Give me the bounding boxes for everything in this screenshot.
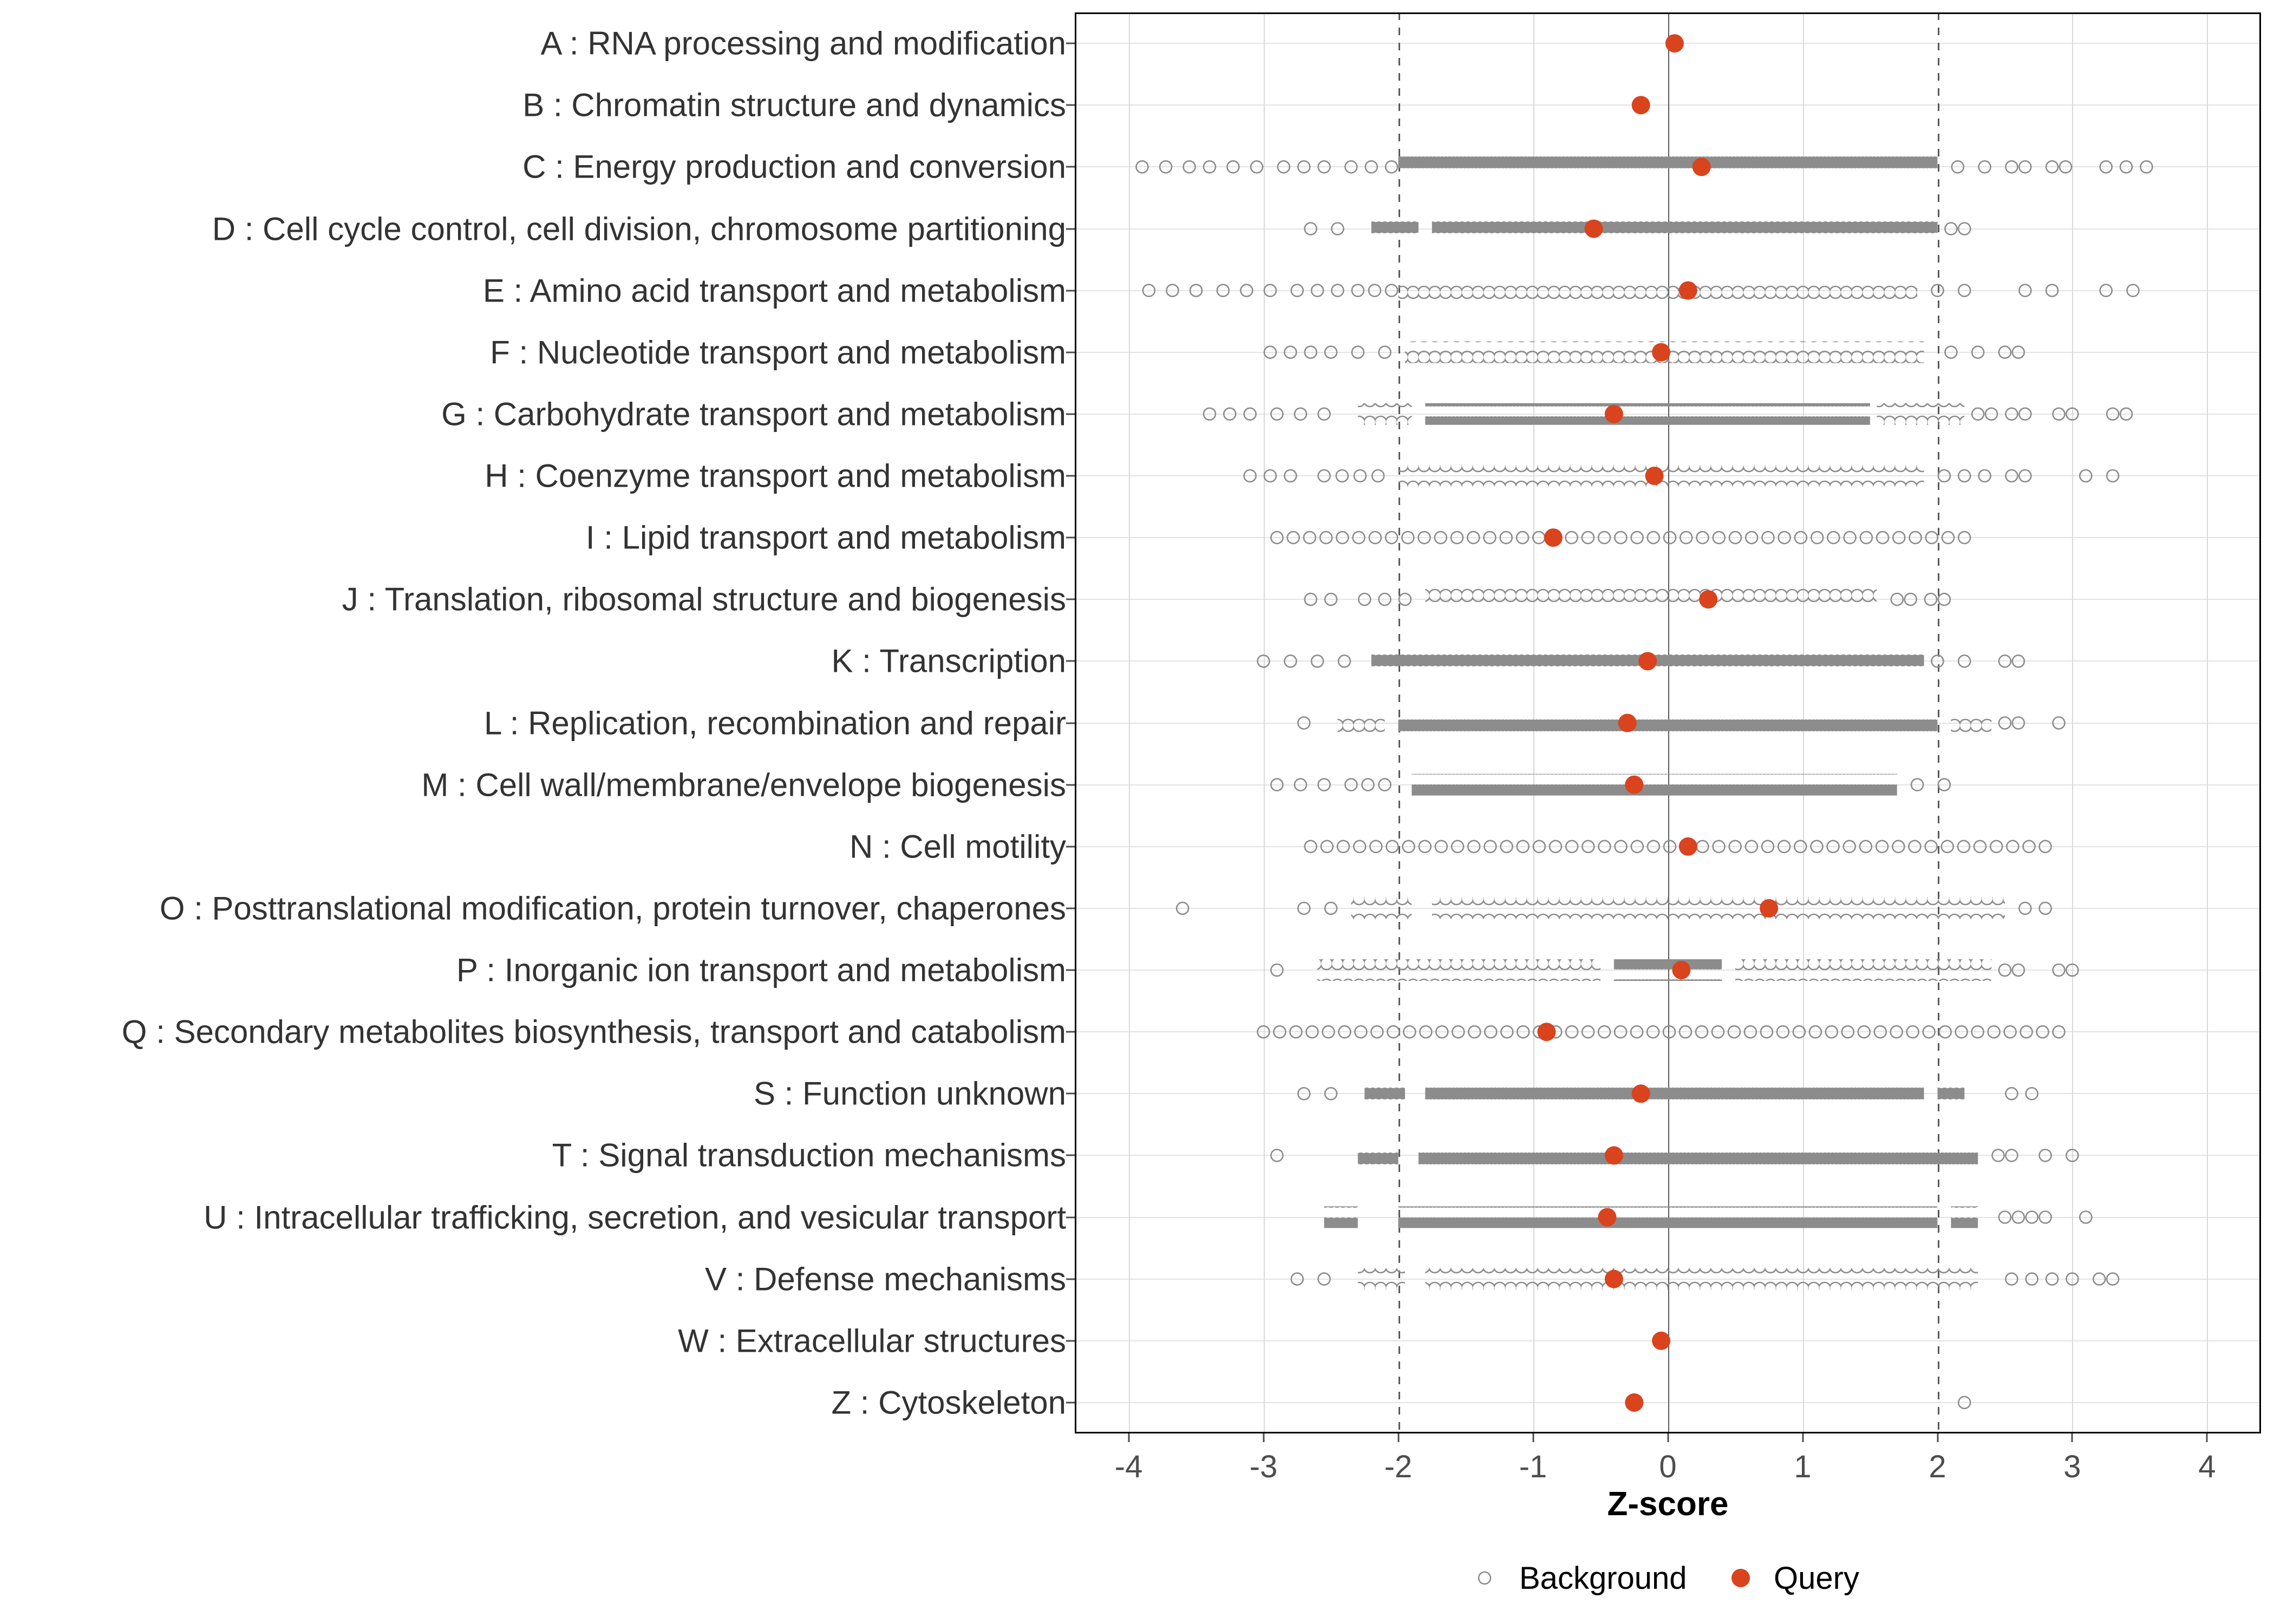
svg-text:Query: Query xyxy=(1774,1561,1859,1596)
svg-text:Background: Background xyxy=(1519,1561,1687,1596)
